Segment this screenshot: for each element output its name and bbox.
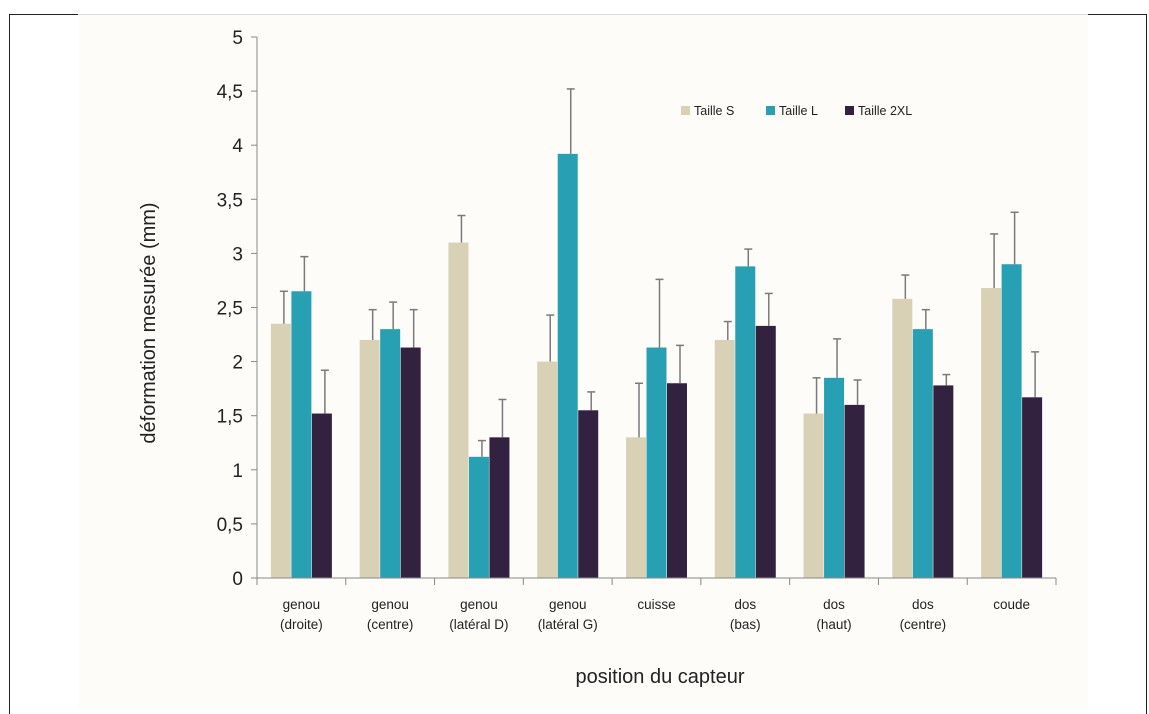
- x-category-label: genou: [460, 597, 498, 612]
- bar-taille-l-6: [824, 377, 845, 578]
- y-tick-label: 0: [232, 569, 243, 590]
- bar-taille-l-7: [912, 329, 933, 578]
- bar-taille-2xl-6: [844, 404, 865, 578]
- x-category-label: dos: [823, 597, 845, 612]
- frame-right-border: [1146, 14, 1147, 714]
- bar-taille-s-7: [892, 298, 913, 578]
- y-ticks: 0 0,5 1 1,5 2 2,5 3 3,5 4 4,5 5: [217, 28, 257, 590]
- x-category-label: dos: [734, 597, 756, 612]
- bar-taille-s-4: [626, 437, 646, 578]
- bars-layer: [270, 88, 1043, 578]
- bar-taille-2xl-2: [489, 437, 510, 578]
- y-tick-label: 4: [232, 136, 243, 157]
- bar-taille-2xl-5: [755, 325, 776, 578]
- frame-top-right-line: [1088, 14, 1146, 15]
- legend-label: Taille 2XL: [858, 104, 912, 118]
- bar-taille-l-4: [646, 347, 667, 578]
- legend-swatch: [845, 106, 854, 115]
- y-tick-label: 3: [232, 244, 243, 265]
- bar-taille-l-3: [557, 153, 578, 578]
- x-category-labels: genou (droite) genou (centre) genou (latéral …: [280, 597, 1030, 632]
- frame-top-divider: [78, 14, 1088, 15]
- bar-taille-2xl-8: [1022, 397, 1043, 578]
- bar-taille-s-1: [359, 339, 380, 578]
- bar-taille-s-3: [537, 361, 558, 578]
- bar-taille-2xl-7: [933, 385, 954, 578]
- bar-taille-2xl-0: [311, 413, 332, 578]
- bar-taille-2xl-1: [400, 347, 421, 578]
- x-category-label: (centre): [900, 617, 947, 632]
- legend: Taille S Taille L Taille 2XL: [681, 104, 912, 118]
- x-category-label: genou: [371, 597, 409, 612]
- y-tick-label: 0,5: [217, 515, 243, 536]
- bar-taille-l-8: [1001, 264, 1022, 578]
- y-tick-label: 1,5: [217, 407, 243, 428]
- frame-left-border: [9, 14, 10, 714]
- legend-label: Taille L: [779, 104, 818, 118]
- bar-taille-s-2: [448, 242, 469, 578]
- legend-label: Taille S: [694, 104, 734, 118]
- x-category-label: (droite): [280, 617, 323, 632]
- x-category-label: coude: [993, 597, 1030, 612]
- x-axis-title: position du capteur: [575, 666, 744, 688]
- bar-taille-s-8: [981, 288, 1002, 578]
- y-tick-label: 5: [232, 28, 243, 49]
- bar-taille-l-0: [291, 291, 312, 578]
- bar-taille-2xl-3: [578, 410, 599, 578]
- bar-taille-s-0: [270, 323, 291, 578]
- x-category-label: (bas): [730, 617, 761, 632]
- x-category-label: dos: [912, 597, 934, 612]
- bar-taille-l-1: [380, 329, 401, 578]
- x-category-label: (latéral G): [538, 617, 598, 632]
- x-category-label: genou: [283, 597, 321, 612]
- frame-top-left-line: [10, 14, 78, 15]
- y-tick-label: 2: [232, 353, 243, 374]
- y-tick-label: 1: [232, 461, 243, 482]
- x-category-label: (haut): [816, 617, 851, 632]
- legend-swatch: [681, 106, 690, 115]
- bar-taille-l-5: [735, 266, 756, 578]
- y-axis-title: déformation mesurée (mm): [138, 202, 160, 443]
- x-category-label: (latéral D): [449, 617, 508, 632]
- y-tick-label: 3,5: [217, 190, 243, 211]
- legend-swatch: [766, 106, 775, 115]
- bar-taille-l-2: [468, 456, 489, 578]
- y-tick-label: 2,5: [217, 299, 243, 320]
- x-category-label: (centre): [367, 617, 414, 632]
- x-category-label: genou: [549, 597, 587, 612]
- y-tick-label: 4,5: [217, 82, 243, 103]
- bar-taille-s-5: [714, 339, 735, 578]
- bar-taille-2xl-4: [667, 383, 687, 578]
- bar-taille-s-6: [803, 413, 824, 578]
- x-category-label: cuisse: [637, 597, 675, 612]
